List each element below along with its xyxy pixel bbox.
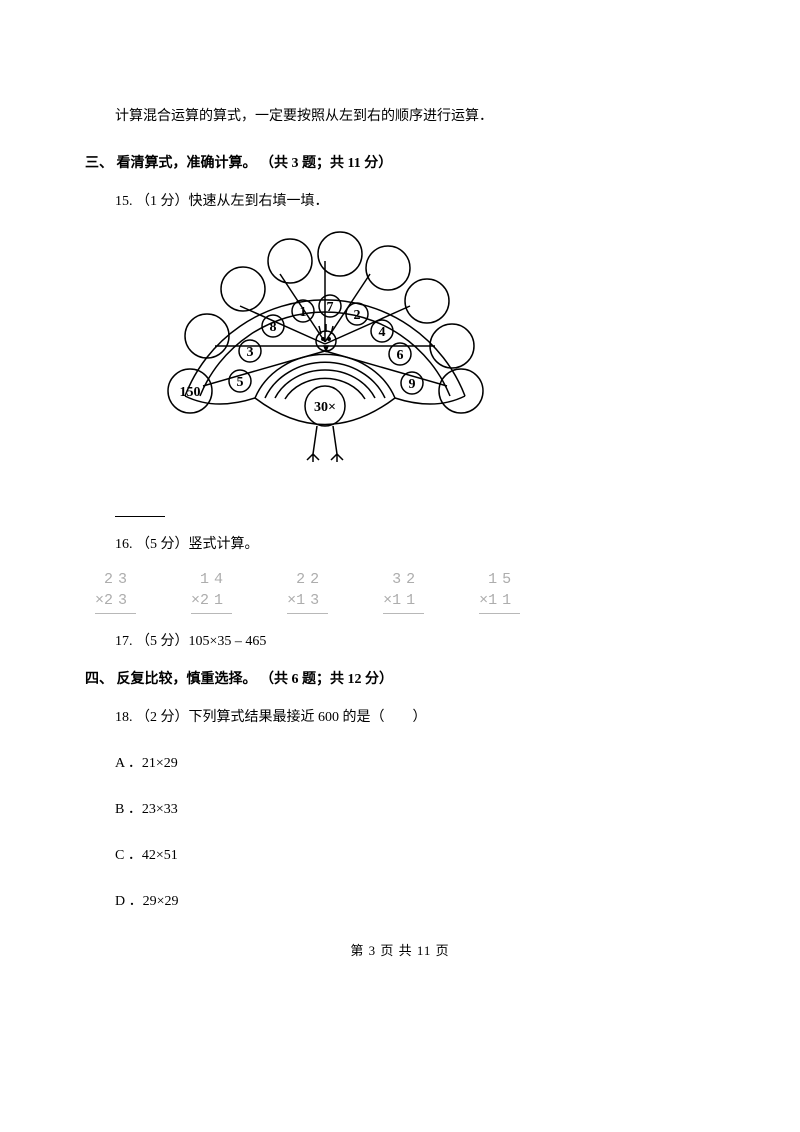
page-footer: 第 3 页 共 11 页 — [85, 940, 715, 959]
mult-icon: × — [479, 592, 488, 609]
peacock-n3: 3 — [247, 345, 254, 360]
peacock-n4: 4 — [379, 325, 386, 340]
choice-a: A ．21×29 — [115, 752, 715, 772]
peacock-svg: 150 5 3 8 1 7 2 4 6 9 30× — [145, 226, 505, 486]
peacock-n1: 1 — [300, 305, 307, 320]
question-17: 17. （5 分）105×35 – 465 — [115, 630, 715, 650]
intro-text: 计算混合运算的算式，一定要按照从左到右的顺序进行运算． — [85, 100, 715, 134]
vcalc-4: 32 ×11 — [383, 569, 424, 614]
choice-c: C ．42×51 — [115, 844, 715, 864]
vcalc-5: 15 ×11 — [479, 569, 520, 614]
page: 计算混合运算的算式，一定要按照从左到右的顺序进行运算． 三、 看清算式，准确计算… — [0, 0, 800, 999]
peacock-left-big: 150 — [180, 385, 201, 400]
peacock-center: 30× — [314, 400, 336, 415]
vcalc-4-b: 11 — [392, 592, 420, 609]
peacock-n7: 7 — [327, 300, 334, 315]
vertical-calc-row: 23 ×23 14 ×21 22 ×13 32 ×11 15 ×11 — [95, 569, 715, 614]
vcalc-3: 22 ×13 — [287, 569, 328, 614]
question-15: 15. （1 分）快速从左到右填一填． — [115, 190, 715, 210]
choice-b: B ．23×33 — [115, 798, 715, 818]
peacock-n8: 8 — [270, 320, 277, 335]
mult-icon: × — [383, 592, 392, 609]
peacock-n5: 5 — [237, 375, 244, 390]
vcalc-2: 14 ×21 — [191, 569, 232, 614]
mult-icon: × — [95, 592, 104, 609]
question-16: 16. （5 分）竖式计算。 — [115, 533, 715, 553]
peacock-figure: 150 5 3 8 1 7 2 4 6 9 30× — [145, 226, 715, 491]
vcalc-1-b: 23 — [104, 592, 132, 609]
vcalc-5-b: 11 — [488, 592, 516, 609]
vcalc-1: 23 ×23 — [95, 569, 136, 614]
peacock-n2: 2 — [354, 308, 361, 323]
peacock-n9: 9 — [409, 377, 416, 392]
q18-choices: A ．21×29 B ．23×33 C ．42×51 D ．29×29 — [115, 752, 715, 910]
vcalc-1-a: 23 — [95, 569, 136, 590]
vcalc-2-a: 14 — [191, 569, 232, 590]
mult-icon: × — [287, 592, 296, 609]
vcalc-5-a: 15 — [479, 569, 520, 590]
choice-d: D ．29×29 — [115, 890, 715, 910]
mult-icon: × — [191, 592, 200, 609]
section-3-header: 三、 看清算式，准确计算。 （共 3 题；共 11 分） — [85, 152, 715, 172]
vcalc-2-b: 21 — [200, 592, 228, 609]
vcalc-4-a: 32 — [383, 569, 424, 590]
question-18: 18. （2 分）下列算式结果最接近 600 的是（ ） — [115, 706, 715, 726]
answer-blank — [115, 515, 165, 517]
vcalc-3-a: 22 — [287, 569, 328, 590]
peacock-n6: 6 — [397, 348, 404, 363]
vcalc-3-b: 13 — [296, 592, 324, 609]
section-4-header: 四、 反复比较，慎重选择。 （共 6 题；共 12 分） — [85, 668, 715, 688]
